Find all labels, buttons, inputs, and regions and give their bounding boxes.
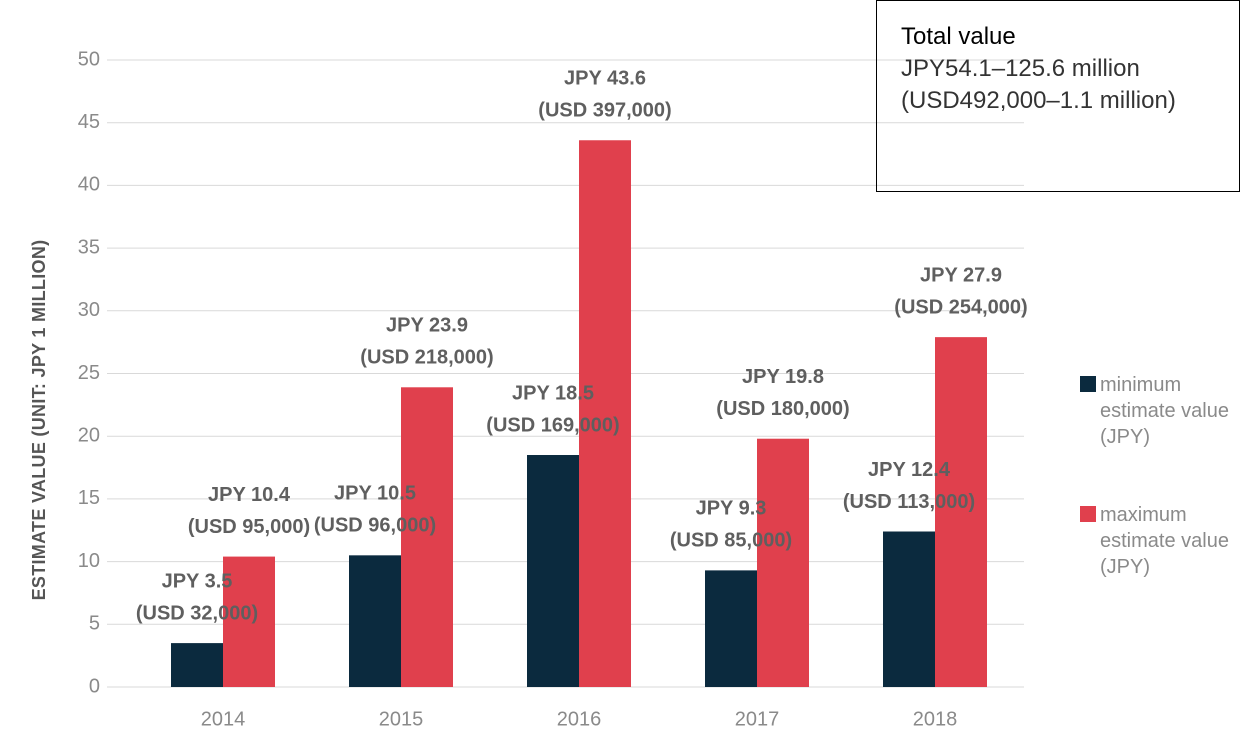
value-label: JPY 23.9 xyxy=(386,315,468,337)
y-tick-label: 5 xyxy=(89,613,100,635)
value-label: JPY 19.8 xyxy=(742,366,824,388)
x-tick-label: 2015 xyxy=(379,708,424,730)
value-label: JPY 3.5 xyxy=(162,570,233,592)
value-label: (USD 113,000) xyxy=(843,491,975,513)
y-tick-label: 15 xyxy=(78,487,100,509)
value-label: JPY 10.5 xyxy=(334,483,416,505)
bar xyxy=(349,555,401,687)
value-label: (USD 254,000) xyxy=(894,296,1027,318)
x-tick-label: 2018 xyxy=(913,708,958,730)
y-tick-label: 50 xyxy=(78,48,100,70)
value-label: (USD 95,000) xyxy=(188,516,310,538)
value-label: (USD 218,000) xyxy=(360,347,493,369)
legend-label: minimum estimate value (JPY) xyxy=(1100,374,1229,448)
y-tick-label: 10 xyxy=(78,550,100,572)
bar xyxy=(223,556,275,687)
y-tick-label: 25 xyxy=(78,362,100,384)
bar xyxy=(705,570,757,687)
bar xyxy=(401,387,453,687)
value-label: (USD 169,000) xyxy=(486,414,619,436)
annotation-text: JPY54.1–125.6 million (USD492,000–1.1 mi… xyxy=(901,55,1176,114)
y-tick-label: 20 xyxy=(78,424,100,446)
bar xyxy=(171,643,223,687)
y-tick-label: 0 xyxy=(89,675,100,697)
bar xyxy=(527,455,579,687)
legend-swatch xyxy=(1080,506,1096,522)
y-tick-label: 40 xyxy=(78,174,100,196)
y-tick-label: 35 xyxy=(78,236,100,258)
legend-swatch xyxy=(1080,376,1096,392)
y-axis-label: ESTIMATE VALUE (UNIT: JPY 1 MILLION) xyxy=(29,240,49,601)
x-tick-label: 2017 xyxy=(735,708,780,730)
bar xyxy=(935,337,987,687)
value-label: (USD 180,000) xyxy=(716,398,849,420)
value-label: JPY 9.3 xyxy=(696,498,767,520)
value-label: JPY 43.6 xyxy=(564,68,646,90)
bar xyxy=(757,438,809,687)
value-label: (USD 96,000) xyxy=(314,515,436,537)
value-label: (USD 32,000) xyxy=(136,602,258,624)
value-label: (USD 397,000) xyxy=(538,100,671,122)
x-tick-label: 2014 xyxy=(201,708,246,730)
value-label: JPY 27.9 xyxy=(920,264,1002,286)
value-label: (USD 85,000) xyxy=(670,530,792,552)
y-tick-label: 45 xyxy=(78,111,100,133)
bar xyxy=(579,140,631,688)
value-label: JPY 18.5 xyxy=(512,382,594,404)
annotation-box: Total value JPY54.1–125.6 million (USD49… xyxy=(876,0,1240,192)
value-label: JPY 12.4 xyxy=(868,459,951,481)
y-tick-label: 30 xyxy=(78,299,100,321)
bar xyxy=(883,531,935,687)
annotation-title: Total value xyxy=(901,23,1016,50)
legend-label: maximum estimate value (JPY) xyxy=(1100,504,1229,578)
x-tick-label: 2016 xyxy=(557,708,602,730)
value-label: JPY 10.4 xyxy=(208,484,291,506)
